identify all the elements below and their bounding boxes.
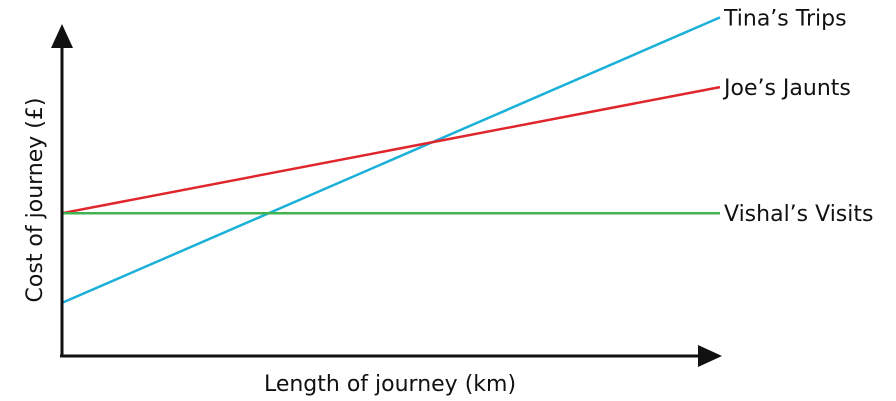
x-axis-arrow-icon <box>698 345 722 367</box>
series-label-vishal-s-visits: Vishal’s Visits <box>724 202 873 227</box>
y-axis-label: Cost of journey (£) <box>23 98 48 303</box>
y-axis-arrow-icon <box>51 24 73 48</box>
series-label-tina-s-trips: Tina’s Trips <box>723 6 847 31</box>
series-labels: Tina’s Trips Joe’s Jaunts Vishal’s Visits <box>722 6 873 227</box>
series-lines <box>61 16 721 305</box>
series-line-tina-s-trips <box>61 16 721 305</box>
series-line-joe-s-jaunts <box>61 85 721 215</box>
axes <box>51 24 722 367</box>
x-axis-label: Length of journey (km) <box>264 372 516 397</box>
series-label-joe-s-jaunts: Joe’s Jaunts <box>722 76 851 101</box>
